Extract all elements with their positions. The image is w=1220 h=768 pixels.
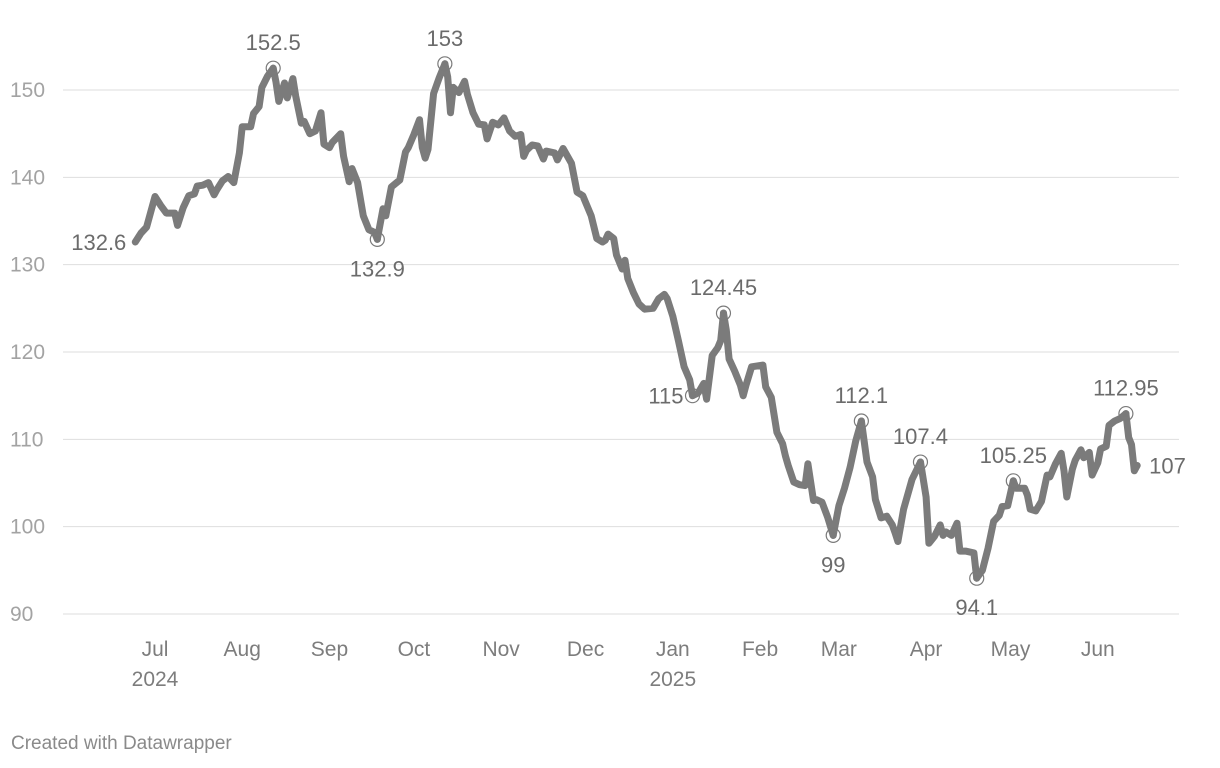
gridlines	[63, 89, 1179, 615]
annotation-marker-dot	[269, 64, 277, 72]
series-line	[131, 60, 1141, 582]
annotation-marker-ring	[369, 231, 385, 247]
annotation-marker-dot	[829, 531, 837, 539]
annotation-marker-dot	[973, 574, 981, 582]
annotation-marker-dot	[441, 60, 449, 68]
x-tick-label: Apr	[910, 638, 943, 661]
y-tick-label: 130	[10, 254, 45, 277]
series-layer	[131, 60, 1141, 582]
annotation-label: 132.9	[350, 256, 405, 281]
annotation-label: 112.95	[1093, 376, 1159, 401]
annotation-label: 115	[648, 384, 683, 409]
annotation-marker-ring	[853, 413, 869, 429]
annotation-label: 152.5	[246, 30, 301, 55]
y-tick-label: 120	[10, 341, 45, 364]
x-tick-label: May	[991, 638, 1031, 661]
x-tick-label: Sep	[311, 638, 348, 661]
x-tick-year-label: 2025	[649, 668, 696, 691]
x-tick-label: Feb	[742, 638, 778, 661]
annotation-label: 99	[821, 552, 845, 577]
y-tick-label: 140	[10, 166, 45, 189]
x-tick-label: Nov	[482, 638, 520, 661]
x-tick-label: Oct	[398, 638, 431, 661]
y-axis-ticks: 90 100 110 120 130 140 150	[10, 79, 45, 626]
annotation-label: 112.1	[835, 383, 888, 408]
annotation-markers	[265, 56, 1134, 586]
annotation-marker-ring	[1005, 473, 1021, 489]
annotation-marker-ring	[969, 570, 985, 586]
annotation-marker-ring	[1118, 405, 1134, 422]
x-tick-label: Aug	[224, 638, 261, 661]
annotation-marker-ring	[437, 56, 453, 72]
annotation-marker-dot	[373, 235, 381, 243]
x-tick-year-label: 2024	[132, 668, 179, 691]
annotation-marker-dot	[719, 309, 727, 317]
annotation-label: 132.6	[71, 230, 126, 255]
x-tick-label: Dec	[567, 638, 604, 661]
y-tick-label: 150	[10, 79, 45, 102]
annotation-label: 105.25	[980, 443, 1047, 468]
y-tick-label: 110	[10, 428, 43, 451]
datawrapper-credit: Created with Datawrapper	[11, 733, 232, 754]
annotation-label: 107	[1149, 454, 1186, 479]
annotation-marker-dot	[689, 392, 697, 400]
annotation-marker-dot	[1122, 410, 1130, 418]
y-tick-label: 90	[10, 603, 33, 626]
annotation-label: 153	[427, 26, 464, 51]
annotation-label: 94.1	[955, 595, 998, 620]
annotation-marker-ring	[912, 454, 929, 470]
annotation-label: 124.45	[690, 275, 757, 300]
y-tick-label: 100	[10, 516, 45, 539]
x-tick-label: Jan	[656, 638, 690, 661]
annotation-marker-ring	[715, 305, 732, 321]
x-tick-label: Mar	[821, 638, 857, 661]
annotation-marker-ring	[265, 60, 281, 76]
annotation-marker-dot	[857, 417, 865, 425]
annotation-marker-ring	[825, 527, 841, 544]
annotation-marker-dot	[1009, 477, 1017, 485]
x-axis-ticks: Jul 2024 Aug Sep Oct Nov Dec Jan 2025 Feb Mar Apr Ma…	[132, 638, 1115, 691]
x-tick-label: Jun	[1081, 638, 1115, 661]
annotation-marker-ring	[684, 388, 701, 404]
x-tick-label: Jul	[142, 638, 169, 661]
annotation-marker-dot	[916, 458, 924, 466]
annotation-label: 107.4	[893, 424, 948, 449]
